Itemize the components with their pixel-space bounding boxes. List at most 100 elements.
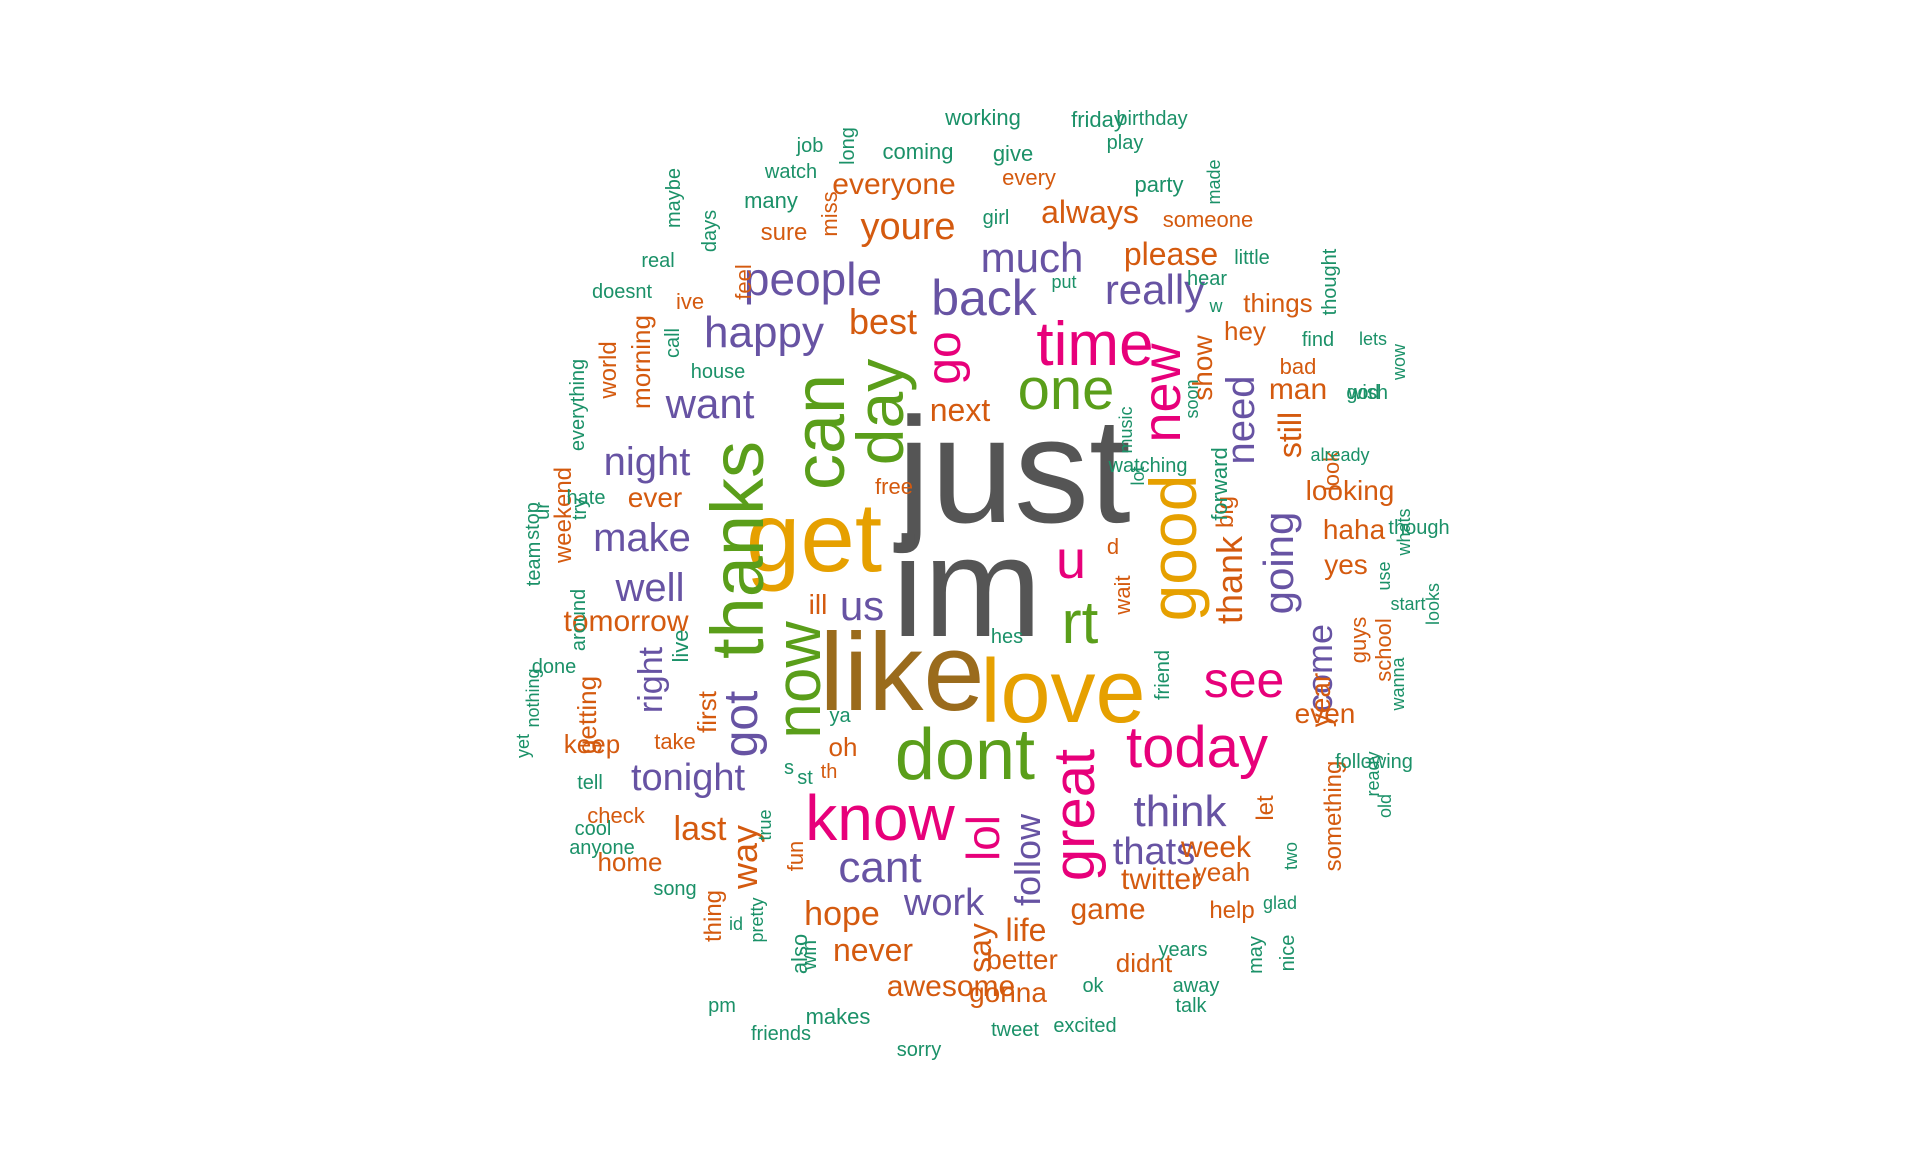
- word-things: things: [1243, 288, 1313, 318]
- word-haha: haha: [1322, 514, 1386, 545]
- word-around: around: [568, 588, 590, 652]
- word-much: much: [980, 234, 1084, 281]
- word-gonna: gonna: [969, 977, 1047, 1008]
- word-ever: ever: [627, 482, 683, 513]
- word-s: s: [784, 757, 794, 779]
- word-rt: rt: [1061, 589, 1099, 656]
- word-one: one: [1017, 357, 1115, 422]
- word-thing: thing: [700, 889, 727, 943]
- word-work: work: [903, 882, 985, 924]
- word-birthday: birthday: [1116, 108, 1188, 130]
- word-made: made: [1204, 159, 1224, 205]
- word-real: real: [641, 250, 675, 272]
- word-fun: fun: [783, 840, 808, 872]
- word-please: please: [1123, 236, 1219, 272]
- word-house: house: [690, 361, 746, 383]
- word-every: every: [1002, 165, 1056, 190]
- word-always: always: [1041, 194, 1139, 230]
- word-glad: glad: [1262, 893, 1298, 913]
- word-whats: whats: [1394, 508, 1414, 556]
- word-wanna: wanna: [1388, 657, 1408, 711]
- word-miss: miss: [817, 191, 842, 237]
- word-right: right: [632, 646, 670, 714]
- word-really: really: [1104, 266, 1206, 313]
- word-nothing: nothing: [523, 668, 543, 728]
- word-soon: soon: [1182, 379, 1202, 419]
- word-little: little: [1234, 247, 1270, 269]
- word-following: following: [1335, 751, 1413, 773]
- word-awesome: awesome: [886, 970, 1016, 1003]
- word-lets: lets: [1358, 329, 1388, 349]
- word-follow: follow: [1007, 813, 1048, 907]
- word-ok: ok: [1082, 975, 1104, 997]
- word-wish: wish: [1347, 382, 1389, 404]
- word-watch: watch: [764, 161, 818, 183]
- word-put: put: [1051, 272, 1077, 292]
- word-old: old: [1375, 793, 1395, 819]
- word-cant: cant: [838, 843, 922, 892]
- word-friend: friend: [1152, 649, 1174, 701]
- word-take: take: [654, 729, 696, 754]
- word-d: d: [1106, 534, 1120, 559]
- word-day: day: [843, 358, 917, 466]
- word-today: today: [1126, 715, 1268, 780]
- word-feel: feel: [731, 264, 756, 300]
- word-try: try: [569, 497, 591, 521]
- word-still: still: [1272, 411, 1308, 459]
- word-yes: yes: [1324, 549, 1368, 580]
- word-like: like: [819, 611, 985, 734]
- word-two: two: [1281, 841, 1301, 871]
- word-live: live: [668, 629, 693, 663]
- word-hes: hes: [990, 626, 1024, 648]
- word-thats: thats: [1112, 831, 1196, 873]
- word-ill: ill: [808, 589, 828, 620]
- word-something: something: [1320, 760, 1347, 872]
- word-night: night: [603, 440, 691, 484]
- word-start: start: [1390, 594, 1426, 614]
- word-people: people: [743, 253, 883, 305]
- word-back: back: [931, 270, 1037, 326]
- word-ready: ready: [1363, 751, 1383, 797]
- word-makes: makes: [805, 1004, 871, 1029]
- word-long: long: [837, 127, 859, 165]
- word-hey: hey: [1224, 316, 1266, 346]
- word-coming: coming: [882, 139, 954, 164]
- word-tweet: tweet: [991, 1019, 1039, 1041]
- word-go: go: [918, 331, 971, 385]
- word-friday: friday: [1071, 107, 1125, 132]
- word-w: w: [1209, 296, 1223, 316]
- word-stop: stop: [522, 502, 544, 540]
- word-yet: yet: [513, 733, 533, 759]
- word-check: check: [587, 803, 645, 828]
- word-looking: looking: [1305, 475, 1395, 506]
- word-morning: morning: [626, 315, 656, 409]
- word-youre: youre: [860, 206, 956, 248]
- word-first: first: [692, 691, 722, 733]
- word-last: last: [673, 810, 727, 848]
- word-thought: thought: [1319, 248, 1341, 316]
- word-getting: getting: [572, 675, 602, 755]
- word-use: use: [1374, 561, 1394, 591]
- word-nice: nice: [1277, 934, 1299, 972]
- word-tell: tell: [577, 772, 603, 794]
- word-tomorrow: tomorrow: [563, 605, 689, 638]
- word-want: want: [665, 380, 755, 427]
- word-many: many: [744, 188, 798, 213]
- word-dont: dont: [894, 715, 1036, 795]
- word-world: world: [595, 341, 622, 399]
- word-ive: ive: [675, 289, 705, 314]
- word-wow: wow: [1389, 343, 1409, 381]
- word-u: u: [1055, 530, 1087, 590]
- word-years: years: [1158, 939, 1208, 961]
- word-away: away: [1172, 975, 1220, 997]
- word-anyone: anyone: [569, 837, 635, 859]
- word-id: id: [728, 914, 744, 934]
- word-life: life: [1005, 912, 1047, 948]
- word-maybe: maybe: [663, 167, 685, 229]
- word-happy: happy: [704, 308, 824, 357]
- word-excited: excited: [1053, 1015, 1117, 1037]
- word-god: god: [1346, 382, 1380, 404]
- word-even: even: [1294, 698, 1356, 729]
- word-friends: friends: [750, 1023, 812, 1045]
- word-forward: forward: [1207, 447, 1232, 521]
